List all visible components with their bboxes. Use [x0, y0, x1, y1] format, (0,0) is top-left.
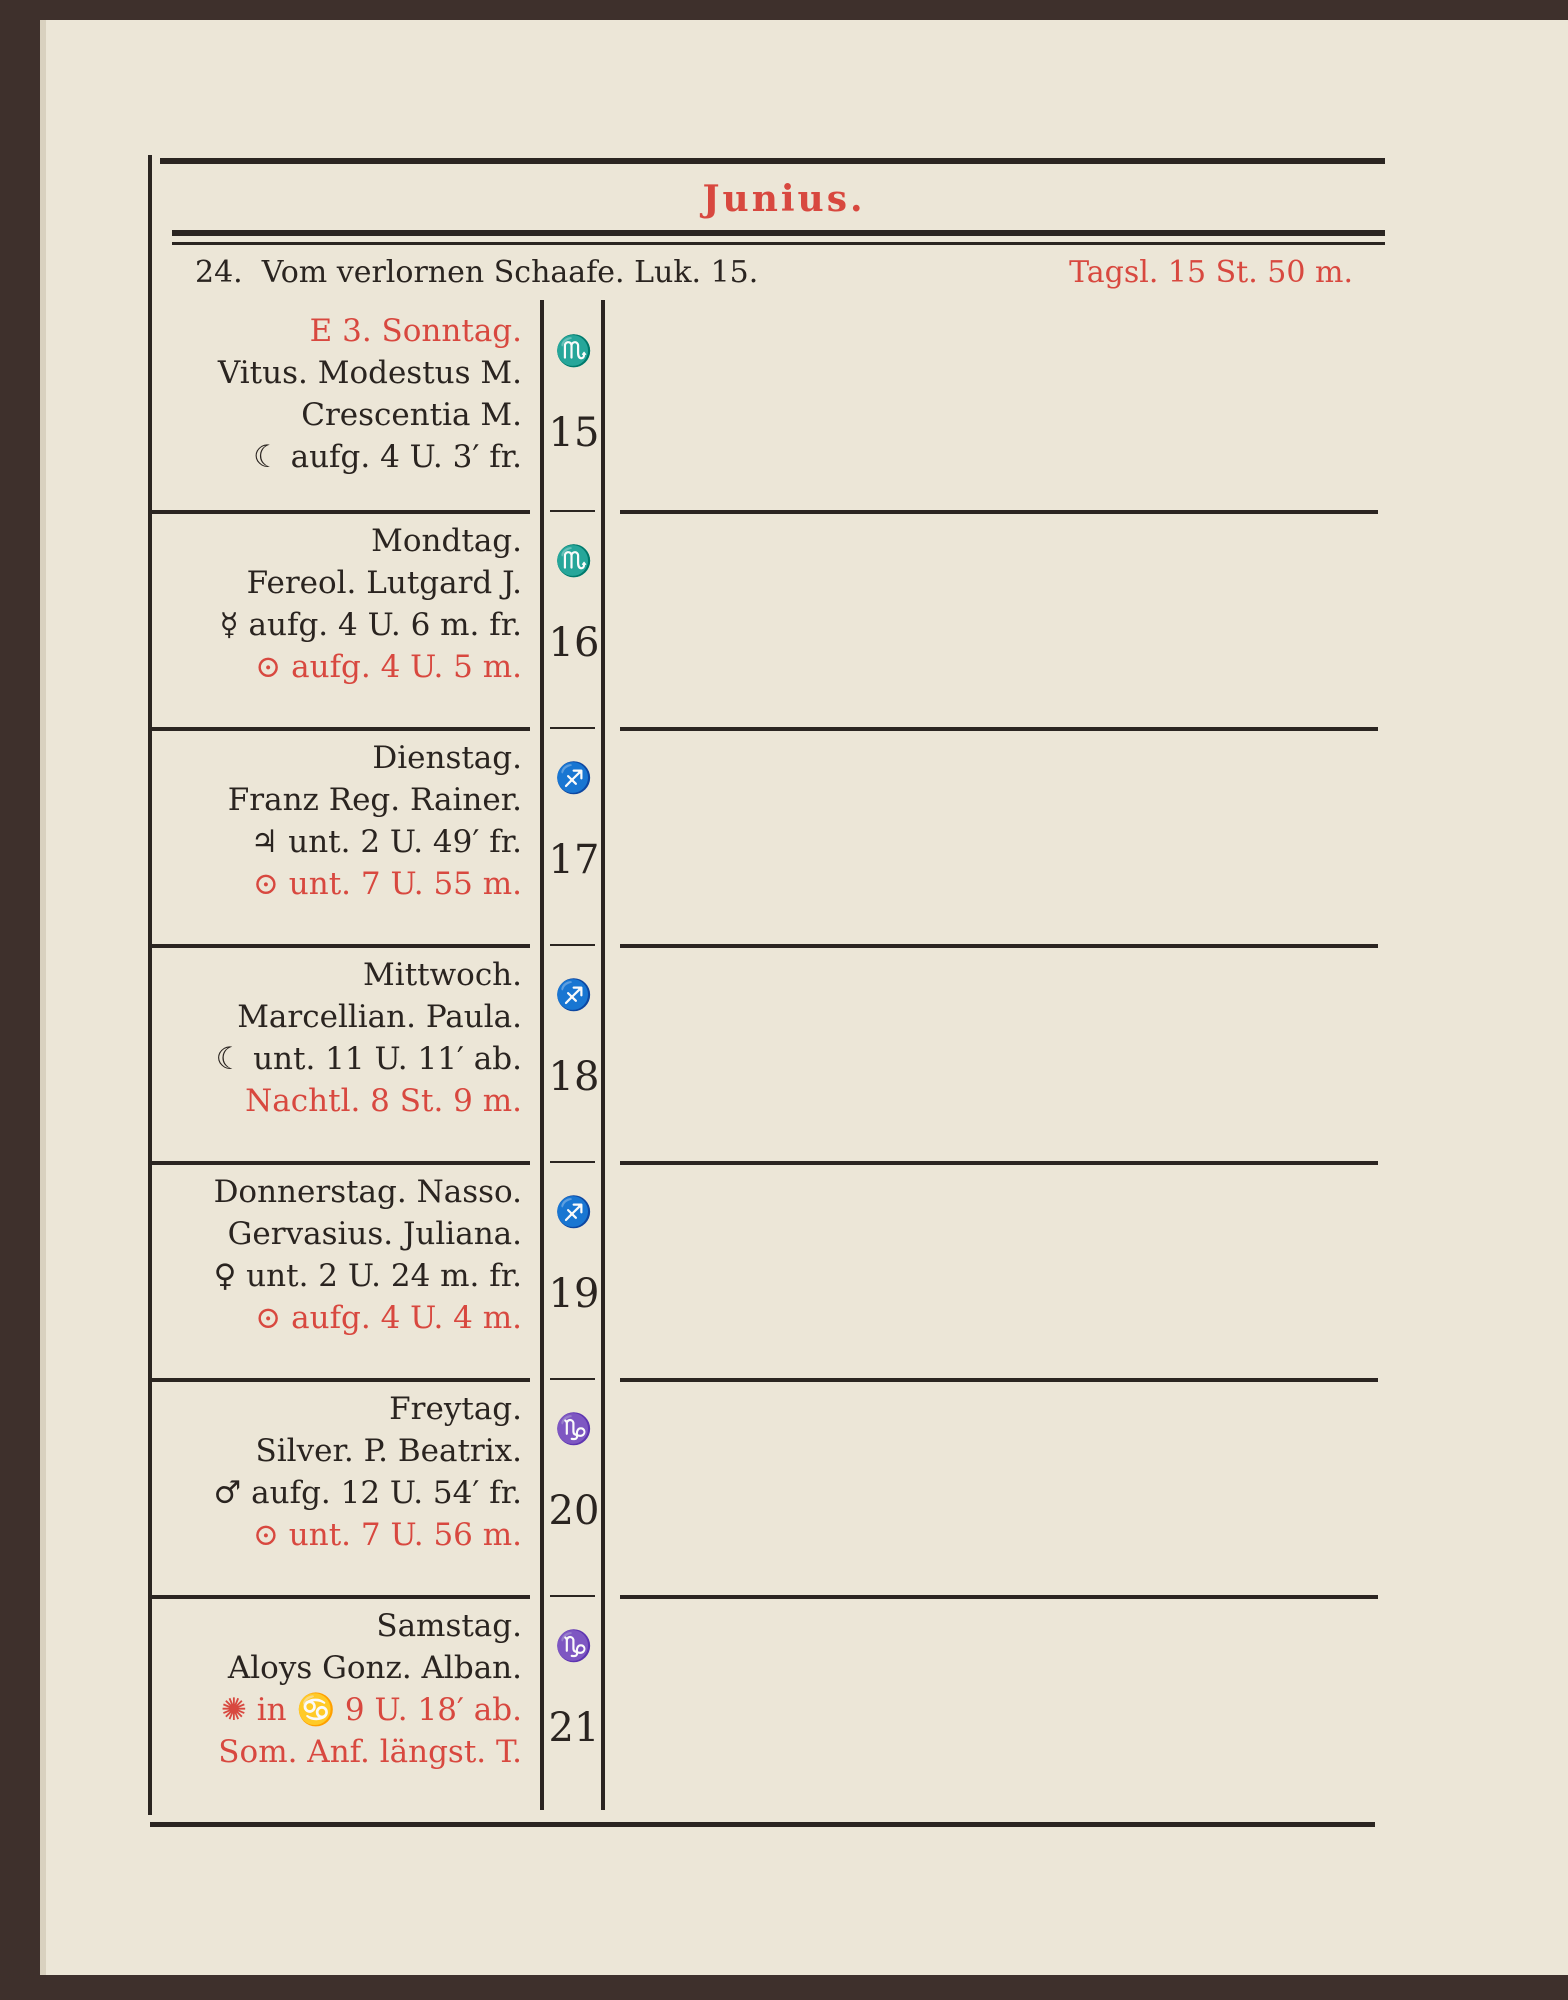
date-number: 17	[548, 837, 600, 883]
day-line: Fereol. Lutgard J.	[246, 565, 522, 601]
day-line: Marcellian. Paula.	[237, 999, 522, 1035]
row-divider-right	[620, 510, 1378, 514]
archer-icon: ♐	[555, 978, 593, 1013]
date-number: 19	[548, 1271, 600, 1317]
day-line: Crescentia M.	[301, 397, 522, 433]
day-line: Gervasius. Juliana.	[227, 1216, 522, 1252]
day-line: Samstag.	[376, 1608, 522, 1644]
day-line: Franz Reg. Rainer.	[227, 782, 522, 818]
calendar-page	[40, 20, 1568, 1975]
week-gospel: 24. Vom verlornen Schaafe. Luk. 15.	[195, 255, 758, 290]
left-frame-line	[148, 155, 152, 1815]
row-divider-right	[620, 1595, 1378, 1599]
day-line: ⊙ aufg. 4 U. 5 m.	[255, 649, 522, 685]
day-line: ⊙ unt. 7 U. 56 m.	[252, 1517, 522, 1553]
top-rule	[160, 158, 1385, 164]
day-line: ♀ unt. 2 U. 24 m. fr.	[213, 1258, 522, 1294]
day-line: ☿ aufg. 4 U. 6 m. fr.	[219, 607, 522, 643]
scorpion-icon: ♏	[555, 544, 593, 579]
day-entry: Mondtag. Fereol. Lutgard J. ☿ aufg. 4 U. 6…	[150, 520, 530, 688]
day-line: Vitus. Modestus M.	[217, 355, 522, 391]
day-line: Donnerstag. Nasso.	[213, 1174, 522, 1210]
date-number: 20	[548, 1488, 600, 1534]
day-line: Aloys Gonz. Alban.	[227, 1650, 522, 1686]
archer-icon: ♐	[555, 1195, 593, 1230]
title-double-rule	[172, 230, 1385, 236]
day-line: Freytag.	[389, 1391, 522, 1427]
day-line: ✺ in ♋ 9 U. 18′ ab.	[220, 1692, 522, 1728]
month-title: Junius.	[702, 178, 866, 220]
row-divider	[152, 1378, 530, 1382]
day-line: Silver. P. Beatrix.	[255, 1433, 522, 1469]
day-line: ☾ aufg. 4 U. 3′ fr.	[252, 439, 522, 475]
row-divider-symbol	[550, 1378, 595, 1380]
day-entry: E 3. Sonntag. Vitus. Modestus M. Crescenti…	[150, 310, 530, 478]
day-length: Tagsl. 15 St. 50 m.	[1069, 255, 1353, 290]
date-number: 16	[548, 620, 600, 666]
day-line: Dienstag.	[372, 740, 522, 776]
archer-icon: ♐	[555, 761, 593, 796]
row-divider-right	[620, 1161, 1378, 1165]
row-divider	[152, 1161, 530, 1165]
row-divider-symbol	[550, 944, 595, 946]
day-line: Mittwoch.	[363, 957, 522, 993]
day-entry: Freytag. Silver. P. Beatrix. ♂ aufg. 12 U.…	[150, 1388, 530, 1556]
row-divider-symbol	[550, 1595, 595, 1597]
row-divider-right	[620, 944, 1378, 948]
day-line: E 3. Sonntag.	[309, 313, 522, 349]
row-divider	[152, 944, 530, 948]
row-divider	[152, 1595, 530, 1599]
symbol-column-right-line	[601, 300, 605, 1810]
day-line: ☾ unt. 11 U. 11′ ab.	[215, 1041, 522, 1077]
gospel-reading: Vom verlornen Schaafe. Luk. 15.	[261, 255, 759, 290]
day-line: ⊙ aufg. 4 U. 4 m.	[255, 1300, 522, 1336]
bottom-rule	[150, 1822, 1375, 1827]
row-divider-symbol	[550, 727, 595, 729]
row-divider-right	[620, 1378, 1378, 1382]
day-line: Mondtag.	[371, 523, 522, 559]
row-divider-symbol	[550, 1161, 595, 1163]
day-line: ♂ aufg. 12 U. 54′ fr.	[213, 1475, 523, 1511]
title-double-rule-thin	[172, 242, 1385, 245]
day-entry: Mittwoch. Marcellian. Paula. ☾ unt. 11 U. …	[150, 954, 530, 1122]
day-line: ♃ unt. 2 U. 49′ fr.	[250, 824, 522, 860]
day-entry: Samstag. Aloys Gonz. Alban. ✺ in ♋ 9 U. 18…	[150, 1605, 530, 1773]
day-line: Som. Anf. längst. T.	[218, 1734, 522, 1770]
week-number: 24.	[195, 255, 243, 290]
day-line: Nachtl. 8 St. 9 m.	[245, 1083, 522, 1119]
date-number: 15	[548, 410, 600, 456]
row-divider	[152, 727, 530, 731]
symbol-column-left-line	[540, 300, 544, 1810]
row-divider-symbol	[550, 510, 595, 512]
row-divider	[152, 510, 530, 514]
row-divider-right	[620, 727, 1378, 731]
date-number: 18	[548, 1054, 600, 1100]
day-line: ⊙ unt. 7 U. 55 m.	[252, 866, 522, 902]
scorpion-icon: ♏	[555, 334, 593, 369]
date-number: 21	[548, 1705, 600, 1751]
day-entry: Donnerstag. Nasso. Gervasius. Juliana. ♀ u…	[150, 1171, 530, 1339]
capricorn-icon: ♑	[555, 1412, 593, 1447]
capricorn-icon: ♑	[555, 1629, 593, 1664]
day-entry: Dienstag. Franz Reg. Rainer. ♃ unt. 2 U. 4…	[150, 737, 530, 905]
